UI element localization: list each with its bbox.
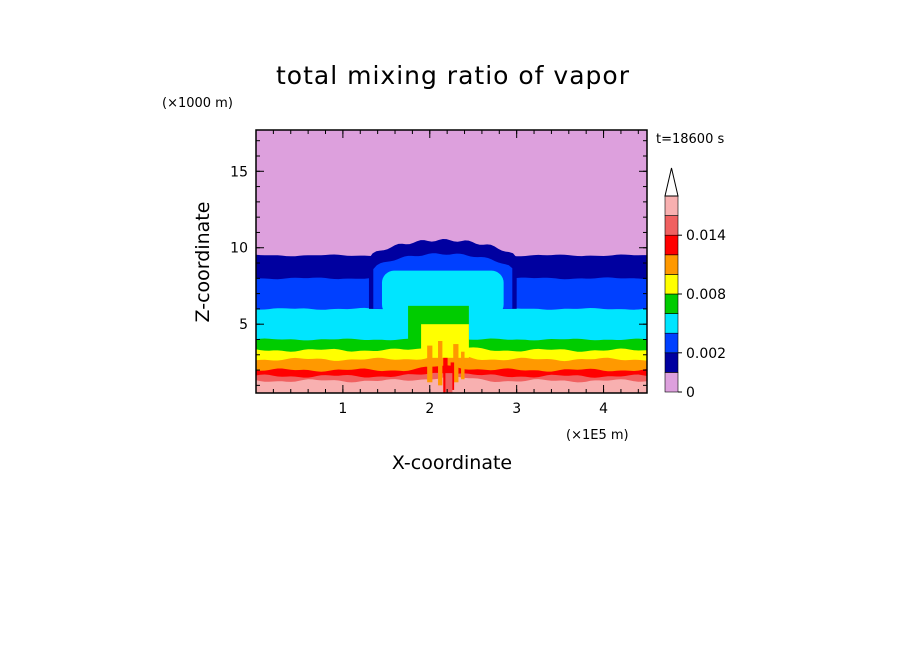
y-tick-label: 5 (239, 317, 248, 333)
plume-streak (445, 373, 453, 393)
colorbar-label: 0.002 (686, 346, 726, 362)
colorbar-segment (664, 234, 679, 256)
plume-mushroom (381, 270, 504, 317)
x-tick-label: 2 (425, 401, 434, 417)
y-tick-label: 10 (230, 241, 248, 257)
time-label: t=18600 s (656, 132, 724, 147)
chart-title: total mixing ratio of vapor (276, 61, 630, 90)
colorbar-segment (664, 274, 679, 295)
colorbar-segment (664, 215, 679, 236)
plume-streak (453, 344, 459, 383)
plume-streak (427, 345, 433, 383)
y-tick-label: 15 (230, 164, 248, 180)
colorbar-segment (664, 332, 679, 354)
plume-streak (438, 341, 443, 386)
colorbar: 0 0.002 0.008 0.014 (664, 167, 726, 401)
colorbar-label: 0 (686, 385, 695, 401)
x-tick-label: 3 (512, 401, 521, 417)
plot-frame (255, 129, 648, 394)
colorbar-segment (664, 372, 679, 393)
y-unit-label: (×1000 m) (162, 96, 233, 111)
colorbar-segment (664, 352, 679, 373)
x-tick-label: 4 (599, 401, 608, 417)
plume-streak (461, 351, 465, 380)
colorbar-label: 0.014 (686, 228, 726, 244)
x-unit-label: (×1E5 m) (566, 428, 629, 443)
colorbar-segment (664, 293, 679, 314)
colorbar-extend-arrow (664, 167, 679, 197)
contour-fill (256, 130, 647, 393)
colorbar-segment (664, 313, 679, 334)
colorbar-segment (664, 254, 679, 275)
plot-area (255, 129, 648, 394)
axis-ticks: 1 2 3 4 5 10 15 (230, 130, 647, 417)
x-axis-label: X-coordinate (392, 452, 512, 474)
colorbar-segment (664, 195, 679, 216)
y-axis-label: Z-coordinate (192, 202, 214, 323)
colorbar-label: 0.008 (686, 287, 726, 303)
x-tick-label: 1 (338, 401, 347, 417)
